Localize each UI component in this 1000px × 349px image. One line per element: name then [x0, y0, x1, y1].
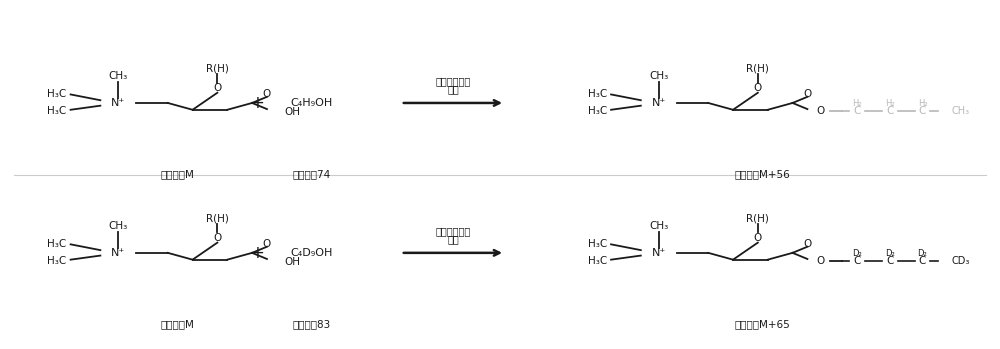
Text: D₂: D₂: [918, 249, 927, 258]
Text: C: C: [919, 106, 926, 117]
Text: CH₃: CH₃: [109, 221, 128, 231]
Text: H₃C: H₃C: [47, 257, 67, 266]
Text: D₂: D₂: [852, 249, 862, 258]
Text: 盐酸或乙酰氯: 盐酸或乙酰氯: [435, 226, 471, 236]
Text: O: O: [803, 239, 812, 249]
Text: R(H): R(H): [206, 214, 229, 224]
Text: 分子量：74: 分子量：74: [292, 170, 331, 179]
Text: C: C: [853, 106, 861, 117]
Text: OH: OH: [285, 107, 301, 118]
Text: H₃C: H₃C: [47, 239, 67, 249]
Text: O: O: [816, 257, 824, 266]
Text: 加热: 加热: [447, 84, 459, 94]
Text: 分子量：M+65: 分子量：M+65: [735, 319, 791, 329]
Text: 盐酸或乙酰氯: 盐酸或乙酰氯: [435, 76, 471, 86]
Text: O: O: [803, 89, 812, 99]
Text: N⁺: N⁺: [111, 248, 125, 258]
Text: H₃C: H₃C: [588, 239, 607, 249]
Text: CD₃: CD₃: [951, 257, 970, 266]
Text: C: C: [853, 257, 861, 266]
Text: R(H): R(H): [746, 64, 769, 74]
Text: 加热: 加热: [447, 234, 459, 244]
Text: R(H): R(H): [746, 214, 769, 224]
Text: D₂: D₂: [885, 249, 895, 258]
Text: +: +: [250, 94, 264, 112]
Text: O: O: [213, 232, 222, 243]
Text: OH: OH: [285, 258, 301, 267]
Text: CH₃: CH₃: [649, 221, 668, 231]
Text: H₂: H₂: [852, 99, 862, 108]
Text: C₄D₉OH: C₄D₉OH: [290, 248, 333, 258]
Text: O: O: [213, 83, 222, 92]
Text: H₂: H₂: [918, 99, 927, 108]
Text: C₄H₉OH: C₄H₉OH: [290, 98, 333, 108]
Text: CH₃: CH₃: [109, 71, 128, 81]
Text: 分子量：M: 分子量：M: [161, 170, 195, 179]
Text: N⁺: N⁺: [652, 248, 666, 258]
Text: H₃C: H₃C: [588, 106, 607, 117]
Text: O: O: [816, 106, 824, 117]
Text: 分子量：M+56: 分子量：M+56: [735, 170, 791, 179]
Text: +: +: [250, 244, 264, 262]
Text: 分子量：M: 分子量：M: [161, 319, 195, 329]
Text: 分子量：83: 分子量：83: [292, 319, 331, 329]
Text: N⁺: N⁺: [652, 98, 666, 108]
Text: R(H): R(H): [206, 64, 229, 74]
Text: CH₃: CH₃: [951, 106, 969, 117]
Text: C: C: [886, 106, 893, 117]
Text: H₃C: H₃C: [47, 89, 67, 99]
Text: O: O: [754, 232, 762, 243]
Text: O: O: [263, 89, 271, 99]
Text: H₃C: H₃C: [47, 106, 67, 117]
Text: H₃C: H₃C: [588, 257, 607, 266]
Text: H₃C: H₃C: [588, 89, 607, 99]
Text: C: C: [886, 257, 893, 266]
Text: C: C: [919, 257, 926, 266]
Text: O: O: [754, 83, 762, 92]
Text: H₂: H₂: [885, 99, 895, 108]
Text: N⁺: N⁺: [111, 98, 125, 108]
Text: CH₃: CH₃: [649, 71, 668, 81]
Text: O: O: [263, 239, 271, 249]
